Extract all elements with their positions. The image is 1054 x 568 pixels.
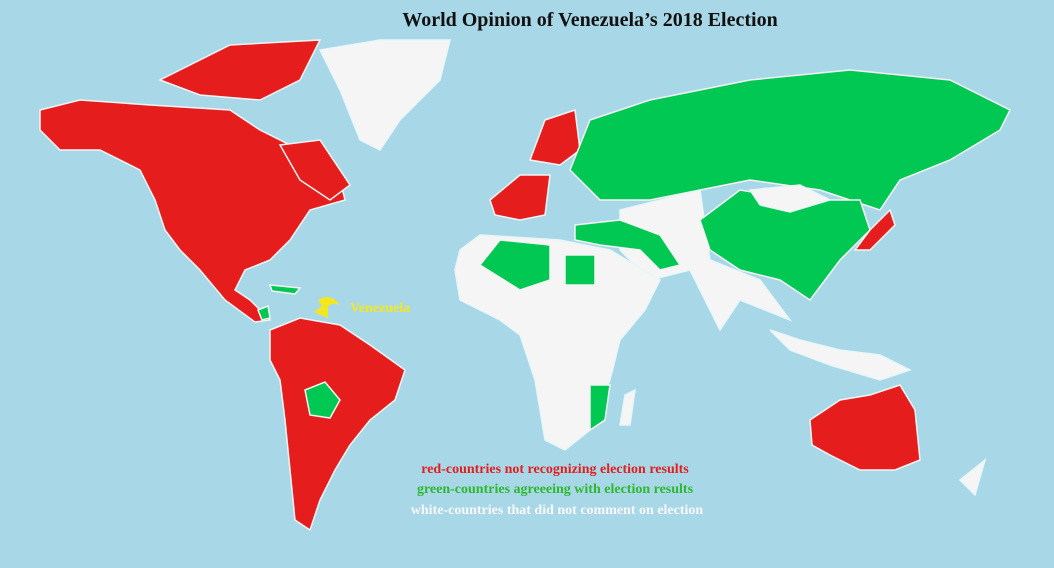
- map-title: World Opinion of Venezuela’s 2018 Electi…: [402, 9, 777, 31]
- arrow: [314, 296, 340, 318]
- nicaragua: [257, 304, 271, 321]
- new-zealand: [958, 457, 987, 497]
- legend-entry: green-countries agreeeing with election …: [417, 482, 694, 497]
- japan: [853, 208, 896, 251]
- turkey-iran-syria: [574, 219, 682, 271]
- cuba: [268, 284, 302, 295]
- greenland: [318, 39, 451, 151]
- legend-entry: red-countries not recognizing election r…: [421, 462, 689, 477]
- bolivia: [304, 381, 341, 419]
- mozambique: [589, 384, 611, 432]
- annotation: Venezuela: [350, 301, 410, 316]
- egypt: [564, 254, 596, 286]
- arctic-islands: [158, 39, 322, 101]
- algeria: [478, 239, 551, 291]
- north-america: [39, 99, 346, 323]
- south-america: [269, 317, 406, 532]
- madagascar: [619, 388, 636, 426]
- mongolia: [748, 184, 833, 213]
- land: [39, 39, 1012, 532]
- legend-entry: white-countries that did not comment on …: [411, 503, 704, 518]
- indonesia: [769, 329, 912, 381]
- australia: [809, 384, 921, 471]
- western-europe: [489, 174, 551, 221]
- hudson-land: [278, 139, 352, 201]
- scandinavia: [528, 108, 581, 166]
